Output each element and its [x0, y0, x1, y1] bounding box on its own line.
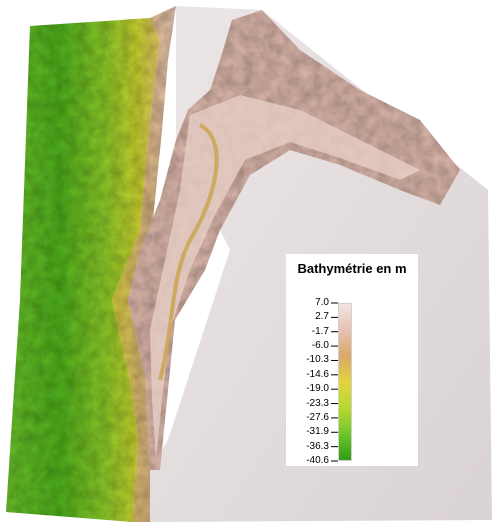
colorbar-tick-label: -31.9 — [306, 426, 329, 438]
colorbar-tick-label: -19.0 — [306, 383, 329, 395]
colorbar-tick-label: 7.0 — [315, 297, 329, 308]
colorbar-tick-label: -1.7 — [311, 325, 329, 337]
channel-highlight — [150, 95, 420, 460]
colorbar-tick-label: -36.3 — [306, 440, 329, 452]
colorbar-tick-label: -27.6 — [306, 411, 329, 423]
colorbar-gradient — [338, 303, 352, 461]
shelf-slope — [6, 18, 160, 522]
colorbar-tick-label: -40.6 — [306, 455, 329, 466]
colorbar-tick-label: -6.0 — [311, 340, 329, 352]
colorbar-frame — [338, 303, 352, 461]
channel-thalweg — [158, 123, 219, 381]
colorbar-tick-label: -14.6 — [306, 368, 329, 380]
colorbar-tick-label: 2.7 — [315, 311, 329, 323]
colorbar-tick-label: -10.3 — [306, 354, 329, 366]
colorbar-scale — [331, 302, 352, 462]
legend-title: Bathymétrie en m — [297, 261, 407, 276]
colorbar-legend: Bathymétrie en m 7.0 2.7 -1.7 -6.0 -10.3 -14.… — [286, 254, 418, 466]
shelf-edge — [112, 6, 176, 522]
colorbar-tick-label: -23.3 — [306, 397, 329, 409]
